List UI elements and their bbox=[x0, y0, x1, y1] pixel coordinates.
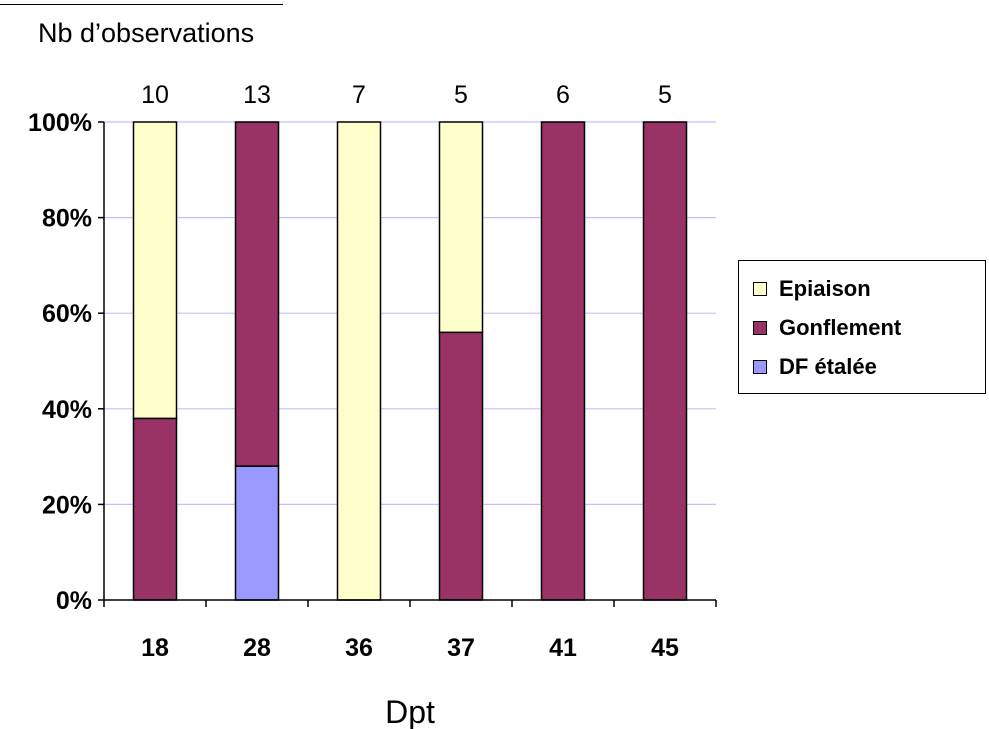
y-tick-label: 0% bbox=[56, 587, 92, 615]
observation-count-label: 5 bbox=[658, 81, 672, 109]
observation-count-labels: 10 13 7 5 6 5 bbox=[141, 81, 672, 109]
bar-segment bbox=[234, 121, 280, 467]
legend-swatch bbox=[753, 282, 767, 296]
x-tick-label: 45 bbox=[651, 634, 679, 662]
axes bbox=[98, 121, 717, 607]
y-tick-label: 60% bbox=[42, 300, 92, 328]
x-tick-label: 28 bbox=[243, 634, 271, 662]
chart-title: Nb d’observations bbox=[38, 18, 254, 48]
legend-swatch bbox=[753, 360, 767, 374]
bar-segment bbox=[438, 331, 484, 601]
bar-segment bbox=[132, 121, 178, 420]
x-tick-label: 41 bbox=[549, 634, 577, 662]
bar-segment bbox=[336, 121, 382, 601]
legend-item: Epiaison bbox=[753, 275, 871, 303]
x-tick-label: 18 bbox=[141, 634, 169, 662]
x-axis-label: Dpt bbox=[385, 694, 435, 729]
gridlines bbox=[104, 121, 716, 505]
bar-segment bbox=[642, 121, 688, 601]
observation-count-label: 13 bbox=[243, 81, 271, 109]
bar-segment bbox=[540, 121, 586, 601]
y-tick-label: 40% bbox=[42, 396, 92, 424]
legend-swatch bbox=[753, 321, 767, 335]
x-tick-label: 36 bbox=[345, 634, 373, 662]
observation-count-label: 10 bbox=[141, 81, 169, 109]
y-tick-label: 20% bbox=[42, 491, 92, 519]
y-tick-label: 100% bbox=[28, 109, 92, 137]
top-rule bbox=[0, 4, 283, 5]
legend-label: Gonflement bbox=[779, 315, 902, 340]
y-tick-labels: 0% 20% 40% 60% 80% 100% bbox=[28, 109, 92, 615]
legend-item: Gonflement bbox=[753, 314, 901, 342]
y-tick-label: 80% bbox=[42, 205, 92, 233]
legend: Epiaison Gonflement DF étalée bbox=[738, 260, 986, 394]
x-tick-label: 37 bbox=[447, 634, 475, 662]
observation-count-label: 6 bbox=[556, 81, 570, 109]
observation-count-label: 7 bbox=[352, 81, 366, 109]
legend-label: Epiaison bbox=[779, 276, 871, 301]
bars bbox=[132, 121, 688, 601]
legend-label: DF étalée bbox=[779, 354, 877, 379]
bar-segment bbox=[132, 417, 178, 601]
legend-item: DF étalée bbox=[753, 353, 877, 381]
x-tick-labels: 18 28 36 37 41 45 bbox=[141, 634, 679, 662]
observation-count-label: 5 bbox=[454, 81, 468, 109]
bar-segment bbox=[234, 465, 280, 601]
bar-segment bbox=[438, 121, 484, 334]
